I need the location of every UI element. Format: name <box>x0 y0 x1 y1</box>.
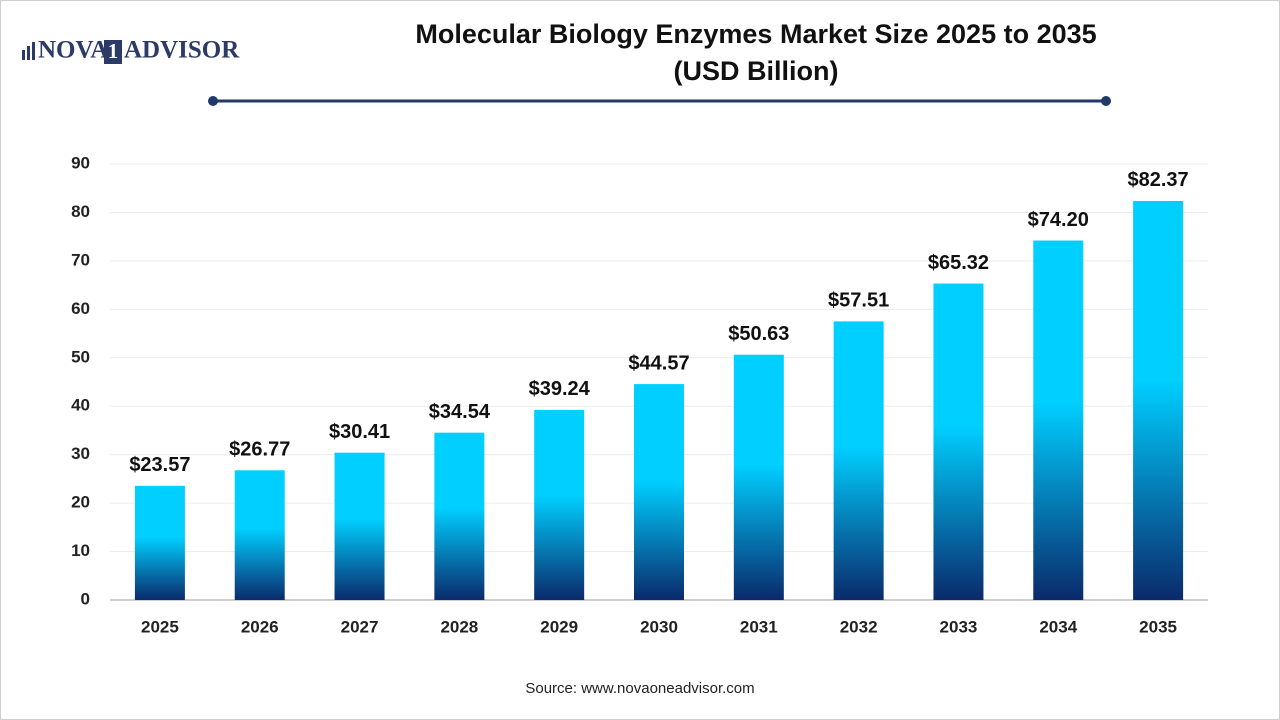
logo-mark: 1 <box>108 39 119 63</box>
bar <box>534 409 585 600</box>
bar <box>733 354 784 600</box>
y-tick-label: 20 <box>71 493 90 512</box>
value-label: $44.57 <box>628 352 689 374</box>
x-tick-label: 2035 <box>1139 617 1177 636</box>
value-label: $74.20 <box>1028 209 1089 231</box>
logo: NOVA 1 ADVISOR <box>22 37 240 64</box>
rule-dot <box>208 96 218 106</box>
x-tick-label: 2029 <box>540 617 578 636</box>
chart-subtitle: (USD Billion) <box>674 56 839 86</box>
y-tick-label: 50 <box>71 347 90 366</box>
value-label: $57.51 <box>828 290 889 312</box>
x-tick-label: 2025 <box>141 617 179 636</box>
logo-icon <box>32 42 35 60</box>
source: Source: www.novaoneadvisor.com <box>525 680 754 697</box>
y-tick-label: 30 <box>71 444 90 463</box>
bar <box>634 384 684 600</box>
x-tick-label: 2034 <box>1039 617 1077 636</box>
bar <box>1133 200 1184 600</box>
x-tick-label: 2032 <box>840 617 878 636</box>
value-label: $65.32 <box>928 252 989 274</box>
x-tick-label: 2033 <box>940 617 978 636</box>
x-tick-label: 2031 <box>740 617 778 636</box>
y-tick-label: 70 <box>71 250 90 269</box>
y-tick-label: 10 <box>71 541 90 560</box>
value-label: $34.54 <box>429 401 491 423</box>
bar <box>434 432 485 600</box>
bar <box>134 485 185 600</box>
x-tick-label: 2026 <box>241 617 279 636</box>
logo-text: NOVA <box>38 37 108 64</box>
y-tick-label: 0 <box>81 589 90 608</box>
logo-icon <box>27 46 30 60</box>
x-tick-label: 2030 <box>640 617 678 636</box>
value-label: $82.37 <box>1128 169 1189 191</box>
rule-dot <box>1101 96 1111 106</box>
logo-text: ADVISOR <box>124 37 240 64</box>
logo-box <box>104 40 122 64</box>
x-tick-label: 2028 <box>440 617 478 636</box>
y-tick-label: 90 <box>71 153 90 172</box>
bar <box>933 283 984 600</box>
bar <box>334 452 385 600</box>
chart-title: Molecular Biology Enzymes Market Size 20… <box>415 19 1096 49</box>
bar <box>833 321 884 600</box>
bar <box>1033 240 1084 600</box>
value-label: $50.63 <box>728 323 789 345</box>
value-label: $23.57 <box>129 454 190 476</box>
value-label: $39.24 <box>529 378 591 400</box>
bar <box>234 470 285 600</box>
y-tick-label: 60 <box>71 299 90 318</box>
y-tick-label: 80 <box>71 202 90 221</box>
y-tick-label: 40 <box>71 396 90 415</box>
x-tick-label: 2027 <box>341 617 379 636</box>
value-label: $26.77 <box>229 439 290 461</box>
logo-icon <box>22 50 25 60</box>
value-label: $30.41 <box>329 421 390 443</box>
